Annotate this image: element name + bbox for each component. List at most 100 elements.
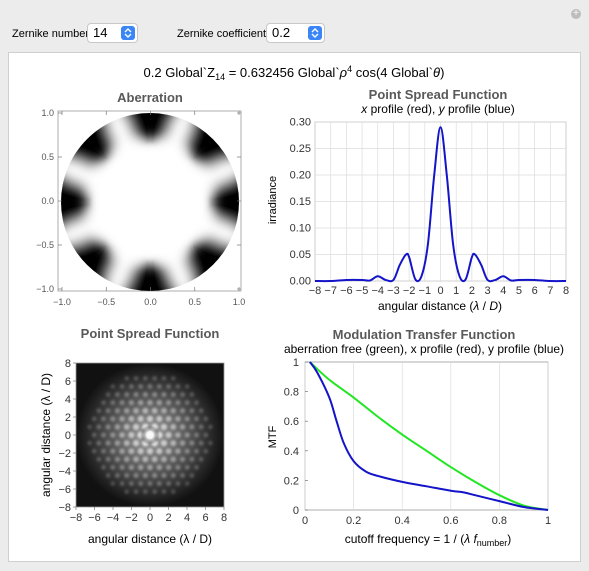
psf-image-spot [115,473,120,478]
psf-image-spot [142,472,148,479]
psf-image-spot [128,431,135,439]
psf-image-spot [124,473,130,478]
psf-image-spot [105,424,111,430]
formula-lhs-sub: 14 [215,72,225,82]
psf-image-title: Point Spread Function [81,326,220,341]
psf-image-spot [156,448,163,455]
psf-image-spot [147,399,153,406]
psf-profile-x-tick-label: 3 [485,285,491,297]
psf-image-spot [105,408,111,414]
zernike-formula: 0.2 Global`Z14 = 0.632456 Global`ρ4 cos(… [144,64,445,82]
aberration-x-tick-label: 0.0 [144,297,157,307]
zernike-coefficient-popup[interactable]: 0.2 [266,23,325,43]
psf-image-spot [152,391,158,398]
psf-image-spot [123,440,130,447]
aberration-dark-lobe [116,265,184,291]
psf-image-spot [198,408,204,413]
psf-profile-y-tick-label: 0.20 [290,170,311,182]
mtf-x-tick-label: 0 [302,515,308,527]
psf-image-spot [161,489,167,494]
psf-image-spot [171,376,176,381]
psf-image-spot [189,392,194,397]
psf-image-y-tick-label: 6 [65,376,71,388]
aberration-y-tick-label: 0.0 [41,196,54,206]
psf-image-spot [175,481,181,486]
psf-profile-x-tick-label: 0 [437,285,443,297]
zernike-coefficient-value: 0.2 [272,25,291,40]
psf-image-spot [96,424,102,430]
psf-image-spot [133,376,139,381]
aberration-x-tick-label: −1.0 [53,297,71,307]
psf-image-spot [105,440,111,446]
psf-image-spot [132,423,140,431]
formula-mid: = 0.632456 Global` [225,65,340,80]
psf-image-spot [156,415,163,422]
psf-image-spot [185,481,190,486]
psf-image-spot [184,416,190,422]
psf-image-spot [92,416,97,421]
mtf-x-tick-label: 0.6 [443,515,458,527]
psf-profile-y-tick-label: 0.30 [290,117,311,129]
psf-image-y-tick-label: −8 [58,502,71,514]
psf-image-spot [179,424,186,430]
psf-profile-x-tick-label: −1 [419,285,432,297]
zernike-number-popup[interactable]: 14 [87,23,138,43]
psf-profile-ylabel: irradiance [267,176,279,224]
mtf-aberration-free-line [309,361,549,511]
psf-image-spot [110,400,116,406]
psf-image-spot [166,481,171,486]
psf-image-spot [160,439,168,447]
psf-image-spot [203,432,209,438]
formula-exp: 4 [347,64,352,74]
psf-image-spot [198,457,204,462]
psf-image-spot [101,432,106,438]
aberration-y-tick-label: 1.0 [41,108,54,118]
psf-image-y-tick-label: 2 [65,412,71,424]
psf-image-spot [142,391,148,398]
psf-profile-x-tick-label: −6 [340,285,353,297]
psf-image-spot [156,399,163,406]
add-bookmark-icon[interactable]: + [571,9,581,19]
psf-image-spot [175,448,181,454]
psf-image-spot [138,481,144,486]
psf-image-spot [194,432,199,438]
formula-rhs: cos(4 Global` [352,65,433,80]
psf-image-spot [96,440,102,446]
psf-image-spot [179,456,186,462]
mtf-x-tick-label: 0.4 [395,515,410,527]
psf-image-spot [180,473,185,478]
mtf-x-tick-label: 0.2 [346,515,361,527]
psf-image-spot [101,448,106,454]
psf-image-spot [179,440,186,446]
psf-image-spot [87,441,92,446]
psf-profile-x-tick-label: 4 [500,285,506,297]
psf-image-x-tick-label: −6 [88,512,101,524]
psf-image-spot [184,400,190,406]
psf-image-spot [119,481,125,486]
psf-image-x-tick-label: 0 [147,512,153,524]
psf-image-spot [110,416,116,422]
psf-image-spot [165,464,172,471]
psf-image-spot [124,489,129,494]
psf-image-spot [124,376,129,381]
psf-image-spot [115,392,120,397]
psf-image-spot [101,465,106,470]
psf-image-x-tick-label: 2 [165,512,171,524]
psf-image-spot [175,464,181,470]
psf-profile-subtitle: x profile (red), y profile (blue) [360,102,514,116]
psf-profile-x-tick-label: 7 [547,285,553,297]
aberration-center [105,157,195,247]
psf-image-spot [129,481,134,486]
psf-image-spot [106,392,111,397]
psf-image-spot [92,449,97,454]
aberration-disc [61,113,239,291]
psf-image-spot [119,400,125,406]
mtf-x-tick-label: 0.8 [492,515,507,527]
psf-profile-y-tick-label: 0.10 [290,223,311,235]
psf-image-spot [110,481,115,486]
psf-profile-xlabel: angular distance (λ / D) [378,299,502,313]
psf-image-spot [184,448,190,454]
psf-image-spot [114,424,121,430]
